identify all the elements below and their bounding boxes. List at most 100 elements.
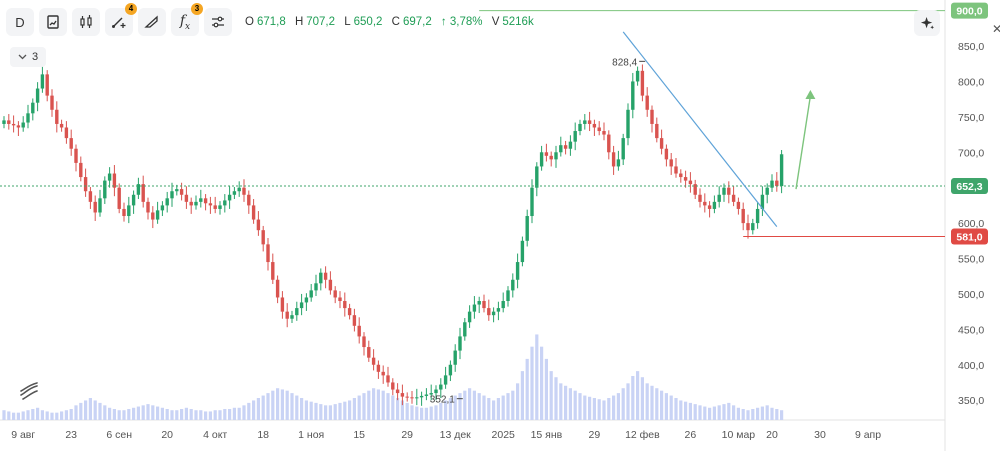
candle-body [131,194,136,206]
volume-bar [74,405,78,420]
close-icon[interactable]: ✕ [992,22,1000,36]
volume-bar [208,411,212,420]
volume-bar [746,410,750,420]
candle-body [539,152,544,167]
candle-body [271,262,275,280]
candle-body [587,120,592,124]
candle-body [381,371,385,376]
candle-body [319,272,323,284]
volume-bar [741,409,745,420]
volume-bar [458,393,462,420]
candle-body [7,120,11,124]
candle-body [645,95,649,110]
candles-icon [80,15,92,28]
volume-bar [2,410,6,420]
volume-bar [607,398,611,420]
volume-bar [156,406,160,420]
candle-body [496,308,501,312]
volume-bar [496,398,500,420]
volume-bar [175,410,179,420]
volume-bar [376,389,380,420]
volume-bar [141,405,145,420]
volume-bar [98,402,102,420]
chart-type-button[interactable] [72,8,100,36]
volume-bar [396,398,400,420]
x-tick-label: 20 [766,429,778,441]
volume-bar [199,410,203,420]
volume-bar [266,393,270,420]
volume-bar [631,376,635,420]
volume-bar [290,393,294,420]
candle-body [602,131,606,135]
volume-bar [367,390,371,420]
candle-body [83,177,88,192]
volume-bar [16,412,20,420]
candle-body [40,74,45,89]
candle-body [703,201,707,206]
candle-body [69,138,73,149]
candle-body [669,159,673,167]
candle-body [112,173,117,188]
ai-assistant-button[interactable] [914,10,940,36]
ruler-button[interactable] [138,8,166,36]
price-axis-badge [951,228,988,245]
indicators-count: 3 [32,51,39,63]
volume-bar [520,371,524,420]
candle-body [223,200,227,206]
volume-bar [492,400,496,420]
candle-body [218,205,222,209]
candle-body [751,223,755,231]
volume-bar [381,390,385,420]
candle-body [247,194,251,206]
volume-bar [328,405,332,420]
candle-body [650,109,654,124]
volume-bar [223,409,227,420]
volume-bar [36,407,40,420]
volume-bar [770,407,774,420]
volume-bar [429,406,433,420]
x-tick-label: 4 окт [203,429,227,441]
candle-body [597,127,601,132]
candle-body [501,301,505,309]
logo-icon [20,382,38,400]
volume-bar [669,395,673,420]
volume-bar [112,409,116,420]
settings-sliders-button[interactable] [204,8,232,36]
x-tick-label: 6 сен [106,429,132,441]
volume-bar [218,410,222,420]
candle-body [419,395,424,398]
indicators-toggle[interactable]: 3 [10,47,47,67]
volume-bar [372,388,376,420]
volume-bar [448,398,452,420]
candle-body [731,194,736,202]
volume-bar [664,393,668,420]
x-tick-label: 1 ноя [298,429,324,441]
volume-bar [540,346,544,420]
candle-body [74,148,78,163]
candle-body [607,134,611,153]
volume-bar [304,400,308,420]
volume-bar [775,409,779,420]
volume-bar [722,404,726,420]
candle-body [520,240,525,263]
candle-body [698,194,702,202]
indicators-button[interactable]: fx 3 [171,3,203,36]
chart-settings-button[interactable] [39,8,67,36]
volume-bar [477,393,481,420]
candle-body [347,308,352,316]
volume-bar [60,411,64,420]
candle-body [386,375,390,383]
volume-bar [549,371,553,420]
volume-bar [751,409,755,420]
candle-body [175,189,179,192]
candle-body [635,70,640,82]
x-tick-label: 9 авг [11,429,35,441]
high-value: 707,2 [306,16,336,28]
volume-bar [568,388,572,420]
interval-label: D [15,14,25,30]
candle-body [232,191,237,195]
drawing-tools-button[interactable]: 4 [105,3,137,36]
candle-body [592,123,597,128]
interval-button[interactable]: D [6,8,34,36]
